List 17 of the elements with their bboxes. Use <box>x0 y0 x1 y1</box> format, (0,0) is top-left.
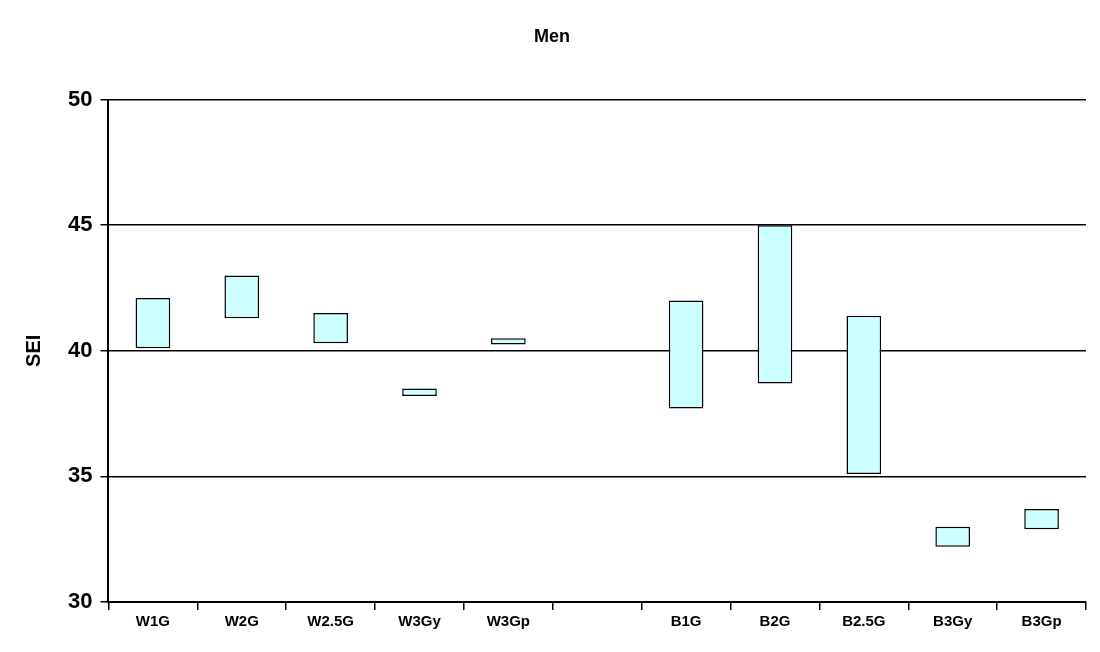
x-tick-label: W3Gp <box>486 612 531 630</box>
y-axis-title: SEI <box>21 334 44 367</box>
x-tick-label: B3Gy <box>933 612 973 630</box>
y-tick-label: 50 <box>67 85 93 111</box>
y-tick-label: 30 <box>67 588 93 614</box>
x-tick-label: W3Gy <box>398 612 442 630</box>
chart-title: Men <box>534 25 570 46</box>
y-tick-label: 35 <box>67 462 93 488</box>
x-tick-label: B2.5G <box>842 612 886 630</box>
y-tick-label: 45 <box>67 211 93 237</box>
y-tick-label: 40 <box>67 336 93 362</box>
x-tick-label: W1G <box>135 612 170 630</box>
x-tick-label: B3Gp <box>1021 612 1062 630</box>
x-tick-label: W2.5G <box>307 612 354 630</box>
x-tick-label: B2G <box>759 612 791 630</box>
x-tick-label: B1G <box>670 612 702 630</box>
x-tick-label: W2G <box>224 612 259 630</box>
